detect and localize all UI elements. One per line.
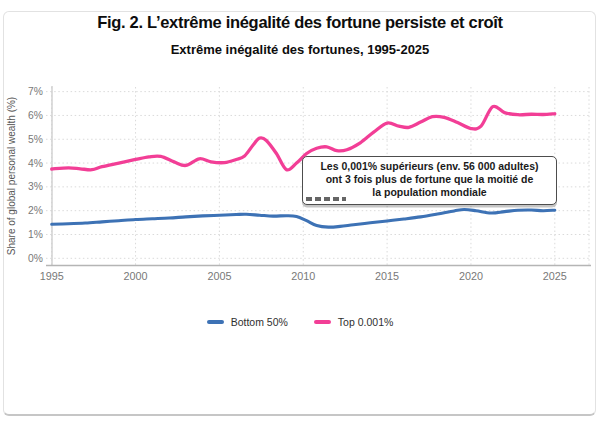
legend-item-bottom-50-: Bottom 50% <box>207 316 288 328</box>
legend-label: Top 0.001% <box>338 316 393 328</box>
legend-swatch <box>314 320 331 324</box>
obscured-label-fragment <box>306 197 346 201</box>
figure-subtitle: Extrême inégalité des fortunes, 1995-202… <box>0 42 600 57</box>
x-tick-label: 2025 <box>543 270 567 282</box>
y-axis-label: Share of global personal wealth (%) <box>6 76 20 276</box>
annotation-line-1: Les 0,001% supérieurs (env. 56 000 adult… <box>305 160 554 173</box>
legend-item-top-0-001-: Top 0.001% <box>314 316 393 328</box>
x-tick-label: 2020 <box>459 270 483 282</box>
x-tick-label: 2010 <box>291 270 315 282</box>
x-tick-label: 2005 <box>207 270 231 282</box>
x-tick-label: 2015 <box>375 270 399 282</box>
y-tick-label: 5% <box>28 134 43 145</box>
series-line-bottom-50- <box>52 209 555 227</box>
y-tick-label: 6% <box>28 110 43 121</box>
y-tick-label: 1% <box>28 229 43 240</box>
figure-title: Fig. 2. L’extrême inégalité des fortune … <box>0 13 600 32</box>
chart-legend: Bottom 50% Top 0.001% <box>0 316 600 328</box>
x-tick-label: 1995 <box>40 270 64 282</box>
legend-swatch <box>207 320 224 324</box>
annotation-line-2: ont 3 fois plus de fortune que la moitié… <box>305 173 554 186</box>
y-tick-label: 4% <box>28 158 43 169</box>
y-tick-label: 3% <box>28 181 43 192</box>
y-tick-label: 7% <box>28 86 43 97</box>
y-tick-label: 0% <box>28 253 43 264</box>
y-tick-label: 2% <box>28 205 43 216</box>
legend-label: Bottom 50% <box>231 316 288 328</box>
x-tick-label: 2000 <box>124 270 148 282</box>
